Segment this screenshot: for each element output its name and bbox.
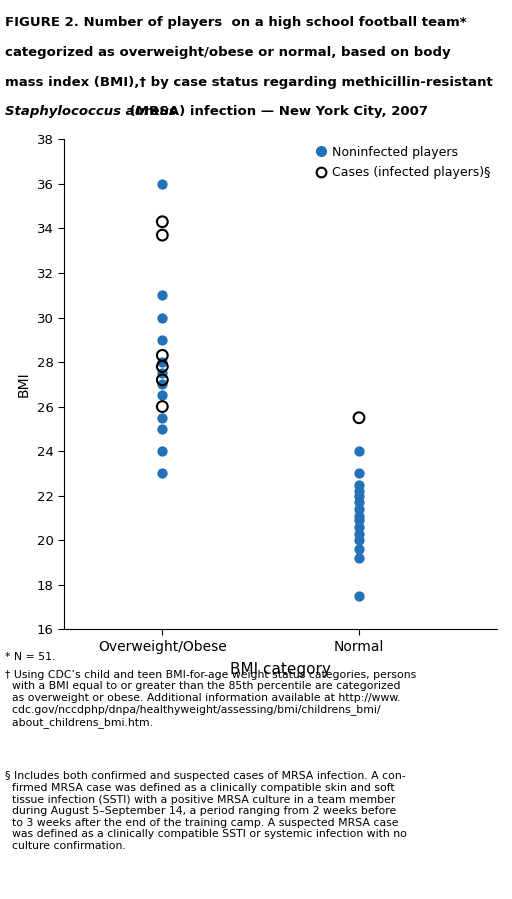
Point [355, 488, 363, 503]
Point [355, 551, 363, 565]
Point [355, 542, 363, 556]
Point [158, 348, 166, 362]
Legend: Noninfected players, Cases (infected players)§: Noninfected players, Cases (infected pla… [314, 146, 490, 179]
Text: † Using CDC’s child and teen BMI-for-age weight status categories, persons
  wit: † Using CDC’s child and teen BMI-for-age… [5, 670, 416, 728]
Point [158, 215, 166, 229]
Point [158, 360, 166, 374]
Text: Staphylococcus aureus: Staphylococcus aureus [5, 105, 177, 118]
Point [158, 373, 166, 387]
Point [355, 477, 363, 492]
Point [355, 444, 363, 458]
Point [158, 366, 166, 380]
Text: mass index (BMI),† by case status regarding methicillin-resistant: mass index (BMI),† by case status regard… [5, 76, 493, 88]
Text: * N = 51.: * N = 51. [5, 652, 55, 662]
Text: (MRSA) infection — New York City, 2007: (MRSA) infection — New York City, 2007 [125, 105, 429, 118]
Point [355, 520, 363, 534]
Point [158, 378, 166, 392]
Point [158, 388, 166, 403]
Point [355, 533, 363, 547]
Point [158, 422, 166, 436]
Point [355, 484, 363, 498]
Point [355, 526, 363, 540]
Point [158, 399, 166, 414]
Text: § Includes both confirmed and suspected cases of MRSA infection. A con-
  firmed: § Includes both confirmed and suspected … [5, 771, 407, 851]
Point [158, 288, 166, 302]
Point [158, 310, 166, 325]
Point [355, 513, 363, 528]
Y-axis label: BMI: BMI [17, 371, 31, 397]
Point [355, 589, 363, 603]
X-axis label: BMI category: BMI category [230, 662, 331, 677]
Text: FIGURE 2. Number of players  on a high school football team*: FIGURE 2. Number of players on a high sc… [5, 16, 467, 29]
Point [355, 411, 363, 425]
Point [355, 509, 363, 523]
Point [158, 411, 166, 425]
Point [158, 355, 166, 369]
Point [158, 333, 166, 347]
Point [355, 502, 363, 516]
Point [158, 177, 166, 191]
Point [355, 495, 363, 510]
Point [158, 228, 166, 243]
Point [355, 467, 363, 481]
Text: categorized as overweight/obese or normal, based on body: categorized as overweight/obese or norma… [5, 46, 451, 58]
Point [158, 444, 166, 458]
Point [158, 467, 166, 481]
